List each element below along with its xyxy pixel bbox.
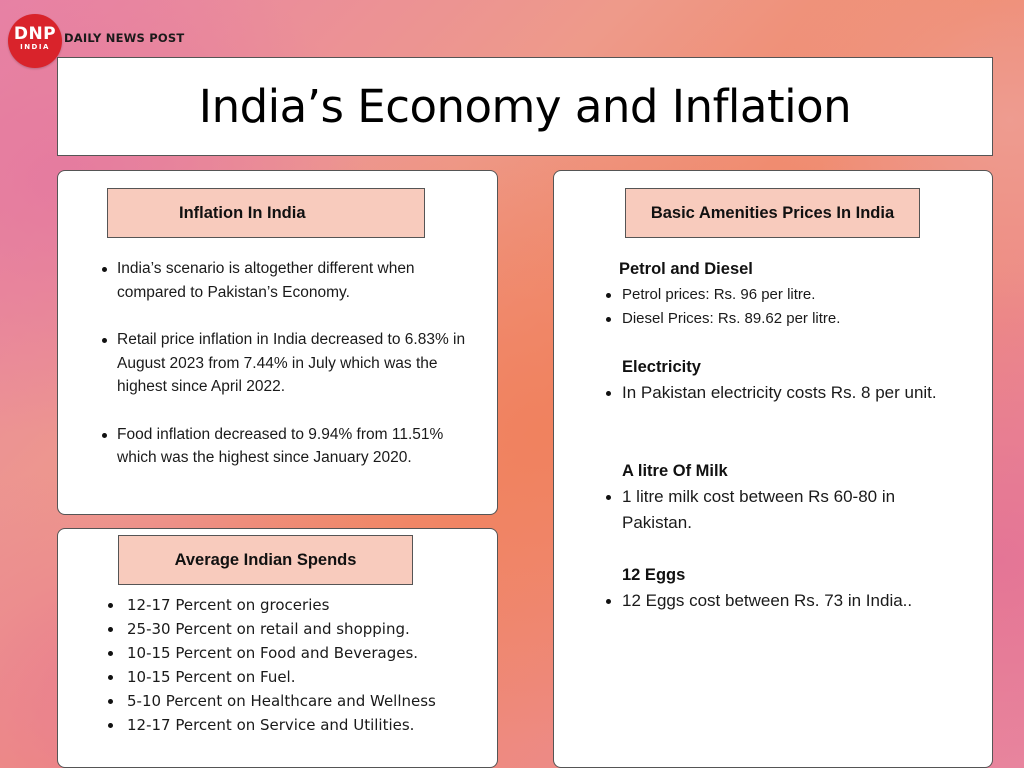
petrol-diesel-section: Petrol and Diesel Petrol prices: Rs. 96 … (606, 258, 979, 331)
list-item: India’s scenario is altogether different… (102, 257, 487, 304)
spends-list: 12-17 Percent on groceries 25-30 Percent… (108, 593, 497, 737)
list-item: Retail price inflation in India decrease… (102, 328, 487, 399)
list-item: 25-30 Percent on retail and shopping. (108, 617, 497, 641)
logo-main-text: DNP (13, 24, 57, 44)
prices-heading: Basic Amenities Prices In India (625, 188, 920, 238)
list-item: 10-15 Percent on Food and Beverages. (108, 641, 497, 665)
section-title: A litre Of Milk (622, 462, 728, 480)
list-item: In Pakistan electricity costs Rs. 8 per … (606, 380, 952, 406)
list-item: 12-17 Percent on groceries (108, 593, 497, 617)
electricity-section: Electricity In Pakistan electricity cost… (606, 356, 982, 406)
list-item: 12 Eggs cost between Rs. 73 in India.. (606, 588, 962, 614)
dnp-logo[interactable]: DNP INDIA (8, 14, 62, 68)
spends-panel: Average Indian Spends 12-17 Percent on g… (57, 528, 498, 768)
section-title: Petrol and Diesel (619, 260, 753, 278)
inflation-heading: Inflation In India (107, 188, 425, 238)
list-item: Diesel Prices: Rs. 89.62 per litre. (606, 307, 979, 331)
eggs-section: 12 Eggs 12 Eggs cost between Rs. 73 in I… (606, 564, 982, 614)
list-item: 10-15 Percent on Fuel. (108, 665, 497, 689)
section-title: 12 Eggs (622, 566, 686, 584)
list-item: 5-10 Percent on Healthcare and Wellness (108, 689, 497, 713)
list-item: 1 litre milk cost between Rs 60-80 in Pa… (606, 484, 952, 536)
page-title: India’s Economy and Inflation (198, 80, 852, 133)
logo-sub-text: INDIA (20, 43, 50, 51)
prices-panel: Basic Amenities Prices In India Petrol a… (553, 170, 993, 768)
electricity-list: In Pakistan electricity costs Rs. 8 per … (606, 380, 952, 406)
title-box: India’s Economy and Inflation (57, 57, 993, 156)
milk-list: 1 litre milk cost between Rs 60-80 in Pa… (606, 484, 952, 536)
section-title: Electricity (622, 358, 701, 376)
list-item: Petrol prices: Rs. 96 per litre. (606, 283, 979, 307)
list-item: 12-17 Percent on Service and Utilities. (108, 713, 497, 737)
inflation-panel: Inflation In India India’s scenario is a… (57, 170, 498, 515)
brand-name: DAILY NEWS POST (64, 31, 185, 45)
inflation-list: India’s scenario is altogether different… (102, 257, 487, 494)
eggs-list: 12 Eggs cost between Rs. 73 in India.. (606, 588, 962, 614)
list-item: Food inflation decreased to 9.94% from 1… (102, 423, 487, 470)
spends-heading: Average Indian Spends (118, 535, 413, 585)
milk-section: A litre Of Milk 1 litre milk cost betwee… (606, 460, 982, 536)
petrol-diesel-list: Petrol prices: Rs. 96 per litre. Diesel … (606, 283, 979, 331)
